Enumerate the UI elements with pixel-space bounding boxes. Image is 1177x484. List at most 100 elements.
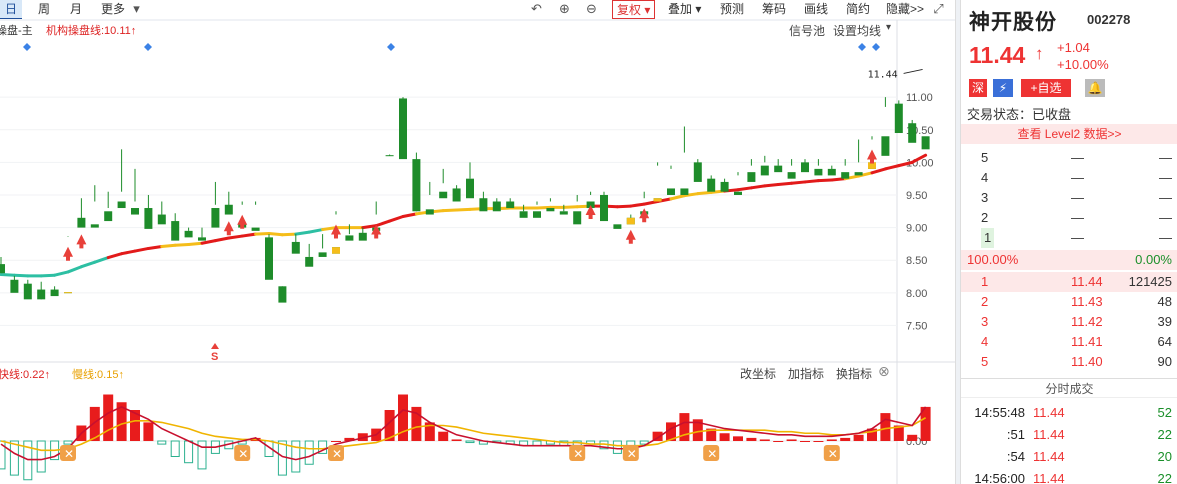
candle-body-down — [358, 232, 367, 241]
bid-price: 11.44 — [1071, 274, 1103, 289]
add-indicator-button[interactable]: 加指标 — [788, 367, 825, 381]
candle-body-down — [908, 123, 917, 143]
market-sz-badge[interactable]: 深 — [969, 79, 987, 97]
slow-line — [0, 417, 927, 452]
change-coord-button[interactable]: 改坐标 — [740, 367, 777, 381]
ask-price: — — [1071, 190, 1084, 205]
zoom-out-icon[interactable]: ⊖ — [586, 1, 597, 16]
ma-line-segment — [12, 273, 30, 278]
fullscreen-icon[interactable]: ⤢ — [933, 1, 944, 16]
level2-link[interactable]: 查看 Level2 数据>> — [961, 124, 1177, 144]
chips-button[interactable]: 筹码 — [762, 2, 787, 16]
tab-week[interactable]: 周 — [37, 2, 50, 16]
indicator-main-label: 操盘-主 — [0, 25, 33, 37]
candle-body-down — [425, 209, 434, 215]
macd-bar-negative — [157, 440, 167, 445]
buy-rocket-icon — [331, 224, 341, 239]
candle-body-highlight — [332, 247, 340, 254]
yaxis-tick-label: 9.00 — [906, 223, 927, 235]
lightning-icon[interactable]: ⚡ — [993, 79, 1013, 97]
kline-chart-svg[interactable]: 11.0010.5010.009.509.008.508.007.5011.44… — [0, 0, 955, 484]
ma-line-segment — [763, 183, 780, 188]
close-icon[interactable]: ⊗ — [878, 363, 890, 379]
yaxis-tick-label: 11.00 — [906, 92, 933, 104]
ticks-title[interactable]: 分时成交 — [961, 378, 1177, 398]
cross-marker-glyph: ✕ — [627, 447, 637, 461]
tick-volume: 20 — [1157, 449, 1172, 464]
ma-line-segment — [897, 160, 914, 168]
macd-bar-positive — [344, 437, 355, 441]
bid-volume: 121425 — [1128, 274, 1172, 289]
add-watchlist-button[interactable]: +自选 — [1021, 79, 1071, 97]
ma-line-segment — [441, 208, 459, 213]
candle-body-down — [720, 181, 729, 192]
macd-bar-negative — [304, 440, 314, 465]
zoom-in-icon[interactable]: ⊕ — [559, 1, 570, 16]
ma-line-segment — [187, 241, 204, 247]
tab-more[interactable]: 更多 — [100, 2, 125, 16]
bell-icon[interactable]: 🔔 — [1085, 79, 1105, 97]
macd-bar-positive — [706, 428, 717, 441]
buy-rocket-icon — [371, 224, 382, 239]
cross-marker-icon — [234, 445, 251, 461]
bid-level: 5 — [981, 354, 989, 369]
ma-line-segment — [200, 239, 217, 245]
ma-line-segment — [562, 205, 579, 209]
candle-body-down — [144, 208, 153, 229]
switch-indicator-button[interactable]: 换指标 — [836, 367, 873, 381]
fast-line-label: 快线:0.22↑ — [0, 369, 50, 381]
bid-volume: 39 — [1157, 314, 1172, 329]
buy-rocket-icon — [867, 149, 877, 164]
tab-day[interactable]: 日 — [0, 0, 22, 19]
ask-volume: — — [1159, 170, 1172, 185]
hide-button[interactable]: 隐藏>> — [886, 2, 925, 16]
signal-diamond-icon — [387, 43, 395, 51]
candle-body-down — [412, 159, 421, 212]
kline-chart-area[interactable]: 11.00 10.50 10.00 9.50 9.00 8.50 8.00 7.50 11.44… — [0, 0, 960, 484]
bid-row-2: 2 11.43 48 — [961, 292, 1177, 312]
macd-bar-negative — [277, 440, 287, 476]
stock-name: 神开股份 — [969, 11, 1057, 34]
ma-line-segment — [173, 243, 191, 247]
candle-body-down — [10, 279, 19, 293]
yaxis-tick-label: 7.50 — [906, 320, 927, 332]
ma-line-segment — [280, 232, 298, 237]
ma-line-segment — [830, 177, 847, 182]
forecast-button[interactable]: 预测 — [720, 2, 745, 16]
macd-bar-positive — [880, 413, 891, 441]
candle-body-down — [801, 162, 809, 173]
panel-splitter[interactable] — [955, 0, 960, 484]
candle-body-down — [894, 103, 903, 134]
chevron-down-icon[interactable]: ▾ — [133, 1, 140, 16]
fuquan-button[interactable]: 复权 ▾ — [612, 0, 656, 19]
high-annotation-arrow — [903, 68, 923, 74]
ma-line-segment — [910, 153, 928, 164]
macd-bar-positive — [451, 439, 462, 441]
sell-marker-label: S — [211, 351, 218, 363]
ma-line-segment — [803, 179, 820, 184]
draw-line-button[interactable]: 画线 — [804, 2, 829, 16]
chevron-down-icon[interactable]: ▾ — [886, 22, 892, 33]
candle-body-down — [519, 211, 528, 218]
cross-marker-icon — [328, 445, 344, 461]
simple-button[interactable]: 简约 — [846, 2, 871, 16]
overlay-button[interactable]: 叠加 ▾ — [668, 2, 702, 16]
candle-body-down — [224, 204, 233, 215]
macd-bar-positive — [679, 413, 690, 441]
candle-body-down — [559, 211, 568, 215]
candle-body-down — [814, 168, 823, 176]
tab-month[interactable]: 月 — [69, 2, 82, 16]
candle-body-down — [439, 191, 448, 199]
ma-line-segment — [776, 181, 794, 187]
macd-bar-positive — [89, 406, 100, 441]
macd-bar-positive — [907, 434, 918, 441]
undo-icon[interactable]: ↶ — [531, 1, 542, 16]
tick-row: 14:56:00 11.44 22 — [961, 468, 1177, 484]
fuquan-label: 复权 — [617, 3, 642, 17]
macd-bar-positive — [800, 441, 810, 442]
candle-body-down — [506, 201, 515, 209]
candle-body-down — [251, 227, 260, 231]
macd-bar-negative — [184, 440, 194, 464]
signal-pool-link[interactable]: 信号池 — [789, 24, 826, 38]
set-ma-link[interactable]: 设置均线 — [833, 24, 882, 38]
